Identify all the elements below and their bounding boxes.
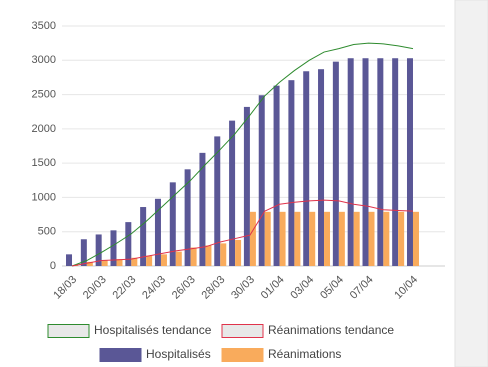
bar [205, 245, 212, 266]
bar [338, 211, 345, 266]
bar [294, 211, 301, 266]
bar [318, 69, 325, 266]
bar [140, 207, 147, 266]
bar [86, 261, 93, 266]
y-tick-label: 3500 [32, 20, 56, 32]
y-tick-label: 0 [50, 260, 56, 272]
legend-label: Hospitalisés tendance [94, 323, 212, 337]
x-tick-label: 24/03 [140, 274, 168, 302]
bar [243, 106, 250, 267]
bar [288, 80, 295, 267]
legend-label: Réanimations tendance [268, 323, 394, 337]
bar [377, 58, 384, 266]
bar [412, 211, 419, 266]
bar [169, 182, 176, 266]
bar [309, 211, 316, 266]
bar [95, 234, 102, 266]
trend-line [71, 42, 414, 267]
x-tick-label: 07/04 [348, 274, 376, 302]
x-tick-label: 30/03 [229, 274, 257, 302]
x-tick-label: 26/03 [170, 274, 198, 302]
y-tick-label: 1500 [32, 157, 56, 169]
bar [184, 169, 191, 266]
bar [303, 71, 310, 266]
bar [110, 230, 117, 266]
y-tick-label: 3000 [32, 54, 56, 66]
bar [249, 211, 256, 266]
bar [154, 198, 161, 266]
x-tick-label: 01/04 [259, 274, 287, 302]
x-tick-label: 03/04 [288, 274, 316, 302]
bar [258, 95, 265, 266]
y-tick-label: 2500 [32, 88, 56, 100]
bar [273, 85, 280, 267]
bar [368, 211, 375, 266]
bar [131, 257, 138, 266]
bar [264, 211, 271, 266]
bar [362, 58, 369, 266]
x-tick-label: 28/03 [199, 274, 227, 302]
bar [175, 251, 182, 266]
side-panel [454, 0, 488, 367]
bar [116, 259, 123, 266]
bar [235, 239, 242, 266]
x-tick-label: 22/03 [111, 274, 139, 302]
bar [66, 254, 73, 266]
legend-label: Réanimations [268, 347, 341, 361]
legend-swatch [221, 348, 264, 362]
bar [398, 211, 405, 266]
bar [80, 239, 87, 266]
bar [190, 247, 197, 266]
y-tick-label: 2000 [32, 123, 56, 135]
bar [229, 120, 236, 266]
legend-swatch [47, 324, 90, 338]
x-tick-label: 20/03 [81, 274, 109, 302]
legend-swatch [221, 324, 264, 338]
bar [160, 254, 167, 266]
bar [332, 61, 339, 267]
bar [125, 222, 132, 266]
legend-swatch [99, 348, 142, 362]
bar [383, 211, 390, 266]
x-tick-label: 18/03 [51, 274, 79, 302]
bar [214, 136, 221, 266]
legend-label: Hospitalisés [146, 347, 211, 361]
y-tick-label: 500 [38, 226, 56, 238]
bar [353, 211, 360, 266]
bar [392, 58, 399, 266]
x-tick-label: 10/04 [392, 274, 420, 302]
bar [324, 211, 331, 266]
bar [347, 58, 354, 266]
trend-line [71, 199, 414, 267]
bar [279, 211, 286, 266]
bar [406, 58, 413, 266]
bar [101, 260, 108, 266]
y-tick-label: 1000 [32, 191, 56, 203]
bar [199, 152, 206, 266]
bar [146, 255, 153, 266]
x-tick-label: 05/04 [318, 274, 346, 302]
bar [220, 243, 227, 266]
